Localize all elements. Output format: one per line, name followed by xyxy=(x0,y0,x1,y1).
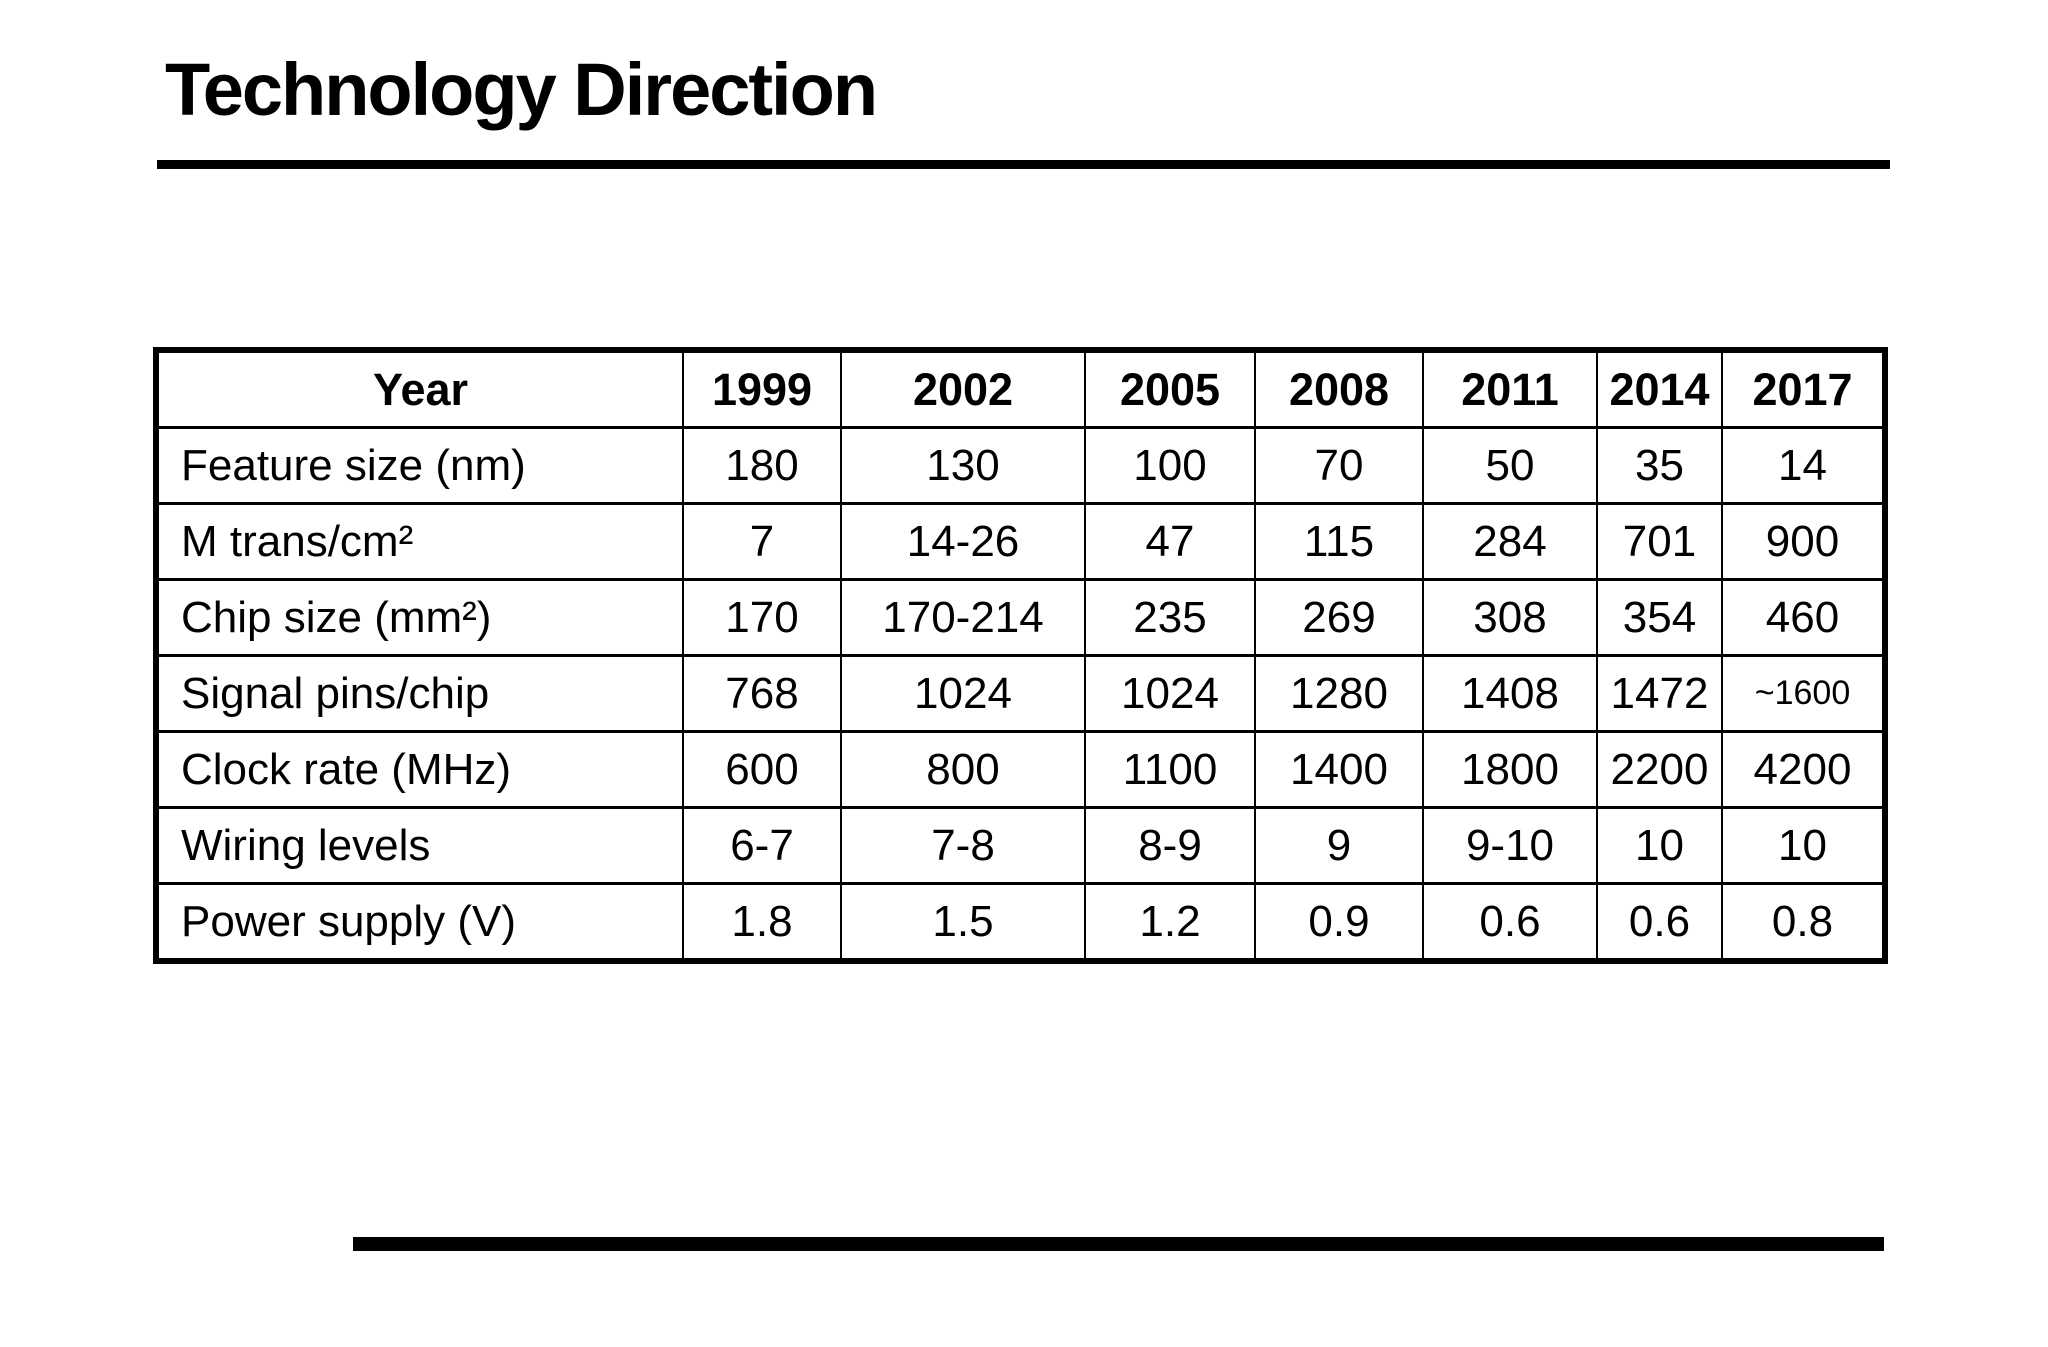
value-cell: 100 xyxy=(1084,426,1256,505)
value-cell: 235 xyxy=(1084,578,1256,657)
table-row: M trans/cm² 7 14-26 47 115 284 701 900 xyxy=(155,502,1886,581)
value-cell: 1024 xyxy=(840,654,1086,733)
year-header-cell: 2017 xyxy=(1721,348,1886,429)
year-header-cell: 2011 xyxy=(1422,348,1598,429)
value-cell: 4200 xyxy=(1721,730,1886,809)
value-cell: 50 xyxy=(1422,426,1598,505)
value-cell: 1.8 xyxy=(682,882,842,963)
value-cell: 1800 xyxy=(1422,730,1598,809)
value-cell: 10 xyxy=(1721,806,1886,885)
year-header-cell: 2002 xyxy=(840,348,1086,429)
value-cell: ~1600 xyxy=(1721,654,1886,733)
value-cell: 14-26 xyxy=(840,502,1086,581)
footer-bar xyxy=(353,1237,1884,1251)
year-header-cell: 1999 xyxy=(682,348,842,429)
value-cell: 900 xyxy=(1721,502,1886,581)
value-cell: 47 xyxy=(1084,502,1256,581)
value-cell: 1.2 xyxy=(1084,882,1256,963)
value-cell: 701 xyxy=(1596,502,1723,581)
value-cell: 600 xyxy=(682,730,842,809)
table-head: Year 1999 2002 2005 2008 2011 2014 2017 xyxy=(155,348,1886,429)
value-cell: 1.5 xyxy=(840,882,1086,963)
year-header-cell: 2005 xyxy=(1084,348,1256,429)
year-label-header-cell: Year xyxy=(155,348,684,429)
row-label-cell: Chip size (mm²) xyxy=(155,578,684,657)
row-label-cell: Clock rate (MHz) xyxy=(155,730,684,809)
row-label-cell: Wiring levels xyxy=(155,806,684,885)
row-label-cell: M trans/cm² xyxy=(155,502,684,581)
slide-title: Technology Direction xyxy=(165,48,878,131)
value-cell: 170 xyxy=(682,578,842,657)
value-cell: 1472 xyxy=(1596,654,1723,733)
table-row: Feature size (nm) 180 130 100 70 50 35 14 xyxy=(155,426,1886,505)
value-cell: 180 xyxy=(682,426,842,505)
title-underline xyxy=(157,160,1890,169)
value-cell: 9-10 xyxy=(1422,806,1598,885)
table-row: Wiring levels 6-7 7-8 8-9 9 9-10 10 10 xyxy=(155,806,1886,885)
table-row: Clock rate (MHz) 600 800 1100 1400 1800 2200 42… xyxy=(155,730,1886,809)
value-cell: 10 xyxy=(1596,806,1723,885)
table-row: Chip size (mm²) 170 170-214 235 269 308 354 460 xyxy=(155,578,1886,657)
row-label-cell: Signal pins/chip xyxy=(155,654,684,733)
value-cell: 1280 xyxy=(1254,654,1424,733)
value-cell: 2200 xyxy=(1596,730,1723,809)
row-label-cell: Feature size (nm) xyxy=(155,426,684,505)
value-cell: 7-8 xyxy=(840,806,1086,885)
value-cell: 0.6 xyxy=(1422,882,1598,963)
value-cell: 1408 xyxy=(1422,654,1598,733)
header-row: Year 1999 2002 2005 2008 2011 2014 2017 xyxy=(155,348,1886,429)
table-row: Power supply (V) 1.8 1.5 1.2 0.9 0.6 0.6 0.8 xyxy=(155,882,1886,963)
value-cell: 9 xyxy=(1254,806,1424,885)
value-cell: 14 xyxy=(1721,426,1886,505)
value-cell: 0.8 xyxy=(1721,882,1886,963)
value-cell: 354 xyxy=(1596,578,1723,657)
value-cell: 7 xyxy=(682,502,842,581)
value-cell: 130 xyxy=(840,426,1086,505)
value-cell: 0.9 xyxy=(1254,882,1424,963)
row-label-cell: Power supply (V) xyxy=(155,882,684,963)
technology-table: Year 1999 2002 2005 2008 2011 2014 2017 Feature… xyxy=(153,347,1888,964)
value-cell: 1024 xyxy=(1084,654,1256,733)
value-cell: 170-214 xyxy=(840,578,1086,657)
year-header-cell: 2008 xyxy=(1254,348,1424,429)
value-cell: 8-9 xyxy=(1084,806,1256,885)
year-header-cell: 2014 xyxy=(1596,348,1723,429)
value-cell: 35 xyxy=(1596,426,1723,505)
value-cell: 768 xyxy=(682,654,842,733)
value-cell: 6-7 xyxy=(682,806,842,885)
value-cell: 1400 xyxy=(1254,730,1424,809)
value-cell: 115 xyxy=(1254,502,1424,581)
value-cell: 460 xyxy=(1721,578,1886,657)
value-cell: 800 xyxy=(840,730,1086,809)
value-cell: 284 xyxy=(1422,502,1598,581)
value-cell: 70 xyxy=(1254,426,1424,505)
value-cell: 269 xyxy=(1254,578,1424,657)
table-body: Feature size (nm) 180 130 100 70 50 35 14 M tran… xyxy=(155,426,1886,963)
value-cell: 1100 xyxy=(1084,730,1256,809)
value-cell: 308 xyxy=(1422,578,1598,657)
value-cell: 0.6 xyxy=(1596,882,1723,963)
table-row: Signal pins/chip 768 1024 1024 1280 1408 1472 ~… xyxy=(155,654,1886,733)
